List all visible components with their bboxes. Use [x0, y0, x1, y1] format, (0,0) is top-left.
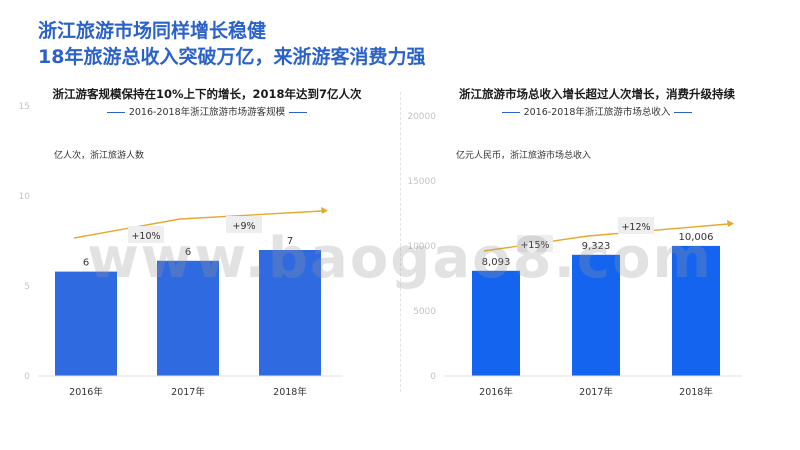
chart-subtitle: 2016-2018年浙江旅游市场总收入 [412, 104, 782, 118]
subtitle-rule-right [289, 112, 308, 113]
chart-subtitle: 2016-2018年浙江旅游市场游客规模 [22, 104, 392, 118]
bar [157, 260, 219, 376]
growth-label: +15% [520, 240, 549, 251]
headline-line-1: 浙江旅游市场同样增长稳健 [38, 20, 267, 42]
bar [672, 245, 720, 376]
growth-badge [226, 216, 262, 233]
x-tick-label: 2017年 [171, 386, 205, 398]
data-label: 7 [287, 236, 293, 247]
chart-subtitle-text: 2016-2018年浙江旅游市场总收入 [523, 107, 671, 118]
subtitle-rule-left [501, 112, 520, 113]
y-tick-label: 10000 [407, 242, 436, 252]
x-tick-label: 2016年 [69, 386, 103, 398]
bar [572, 254, 620, 376]
growth-trend-line [73, 210, 323, 239]
data-label: 6 [185, 247, 191, 258]
y-tick-label: 5000 [413, 307, 436, 317]
chart-visitors-plot: 0 5 10 15 6 2016年 6 2017年 7 2018年 +10% +9% [19, 102, 343, 398]
data-label: 10,006 [679, 232, 714, 243]
data-label: 6 [83, 258, 89, 269]
x-tick-label: 2016年 [479, 386, 513, 398]
x-tick-label: 2017年 [579, 386, 613, 398]
growth-badge [128, 226, 164, 243]
bar [259, 250, 321, 376]
chart-visitors: 浙江游客规模保持在10%上下的增长，2018年达到7亿人次 2016-2018年… [19, 86, 392, 406]
chart-subtitle-text: 2016-2018年浙江旅游市场游客规模 [128, 107, 286, 118]
bar [55, 271, 117, 376]
y-tick-label: 15 [19, 102, 30, 112]
growth-label: +12% [621, 222, 650, 233]
chart-revenue-plot: 0 5000 10000 15000 20000 8,093 2016年 9,323 2017年… [407, 112, 742, 398]
data-label: 8,093 [482, 257, 511, 268]
x-tick-label: 2018年 [679, 386, 713, 398]
chart-title: 浙江游客规模保持在10%上下的增长，2018年达到7亿人次 [52, 87, 362, 101]
chart-title: 浙江旅游市场总收入增长超过人次增长，消费升级持续 [459, 87, 735, 101]
x-tick-label: 2018年 [273, 386, 307, 398]
growth-label: +10% [131, 231, 160, 242]
data-label: 9,323 [582, 241, 611, 252]
growth-trend-arrowhead [727, 220, 734, 227]
headline-line-2: 18年旅游总收入突破万亿，来浙游客消费力强 [38, 46, 426, 68]
y-tick-label: 10 [19, 192, 31, 202]
y-tick-label: 20000 [407, 112, 436, 122]
growth-badge [618, 217, 654, 234]
panel-divider [400, 92, 401, 392]
y-axis-unit-label: 亿人次，浙江旅游人数 [54, 151, 145, 161]
y-tick-label: 0 [24, 372, 30, 382]
subtitle-rule-right [674, 112, 693, 113]
subtitle-rule-left [106, 112, 125, 113]
y-tick-label: 5 [24, 282, 30, 292]
growth-label: +9% [232, 221, 255, 232]
y-tick-label: 0 [430, 372, 436, 382]
y-tick-label: 15000 [407, 177, 436, 187]
growth-badge [517, 235, 553, 252]
growth-trend-arrowhead [321, 207, 328, 214]
chart-revenue: 浙江旅游市场总收入增长超过人次增长，消费升级持续 2016-2018年浙江旅游市… [407, 86, 782, 406]
y-axis-unit-label: 亿元人民币，浙江旅游市场总收入 [456, 151, 592, 161]
bar [472, 270, 520, 376]
